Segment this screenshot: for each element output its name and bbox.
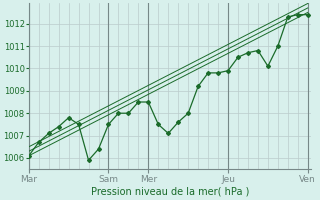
X-axis label: Pression niveau de la mer( hPa ): Pression niveau de la mer( hPa ): [91, 187, 249, 197]
